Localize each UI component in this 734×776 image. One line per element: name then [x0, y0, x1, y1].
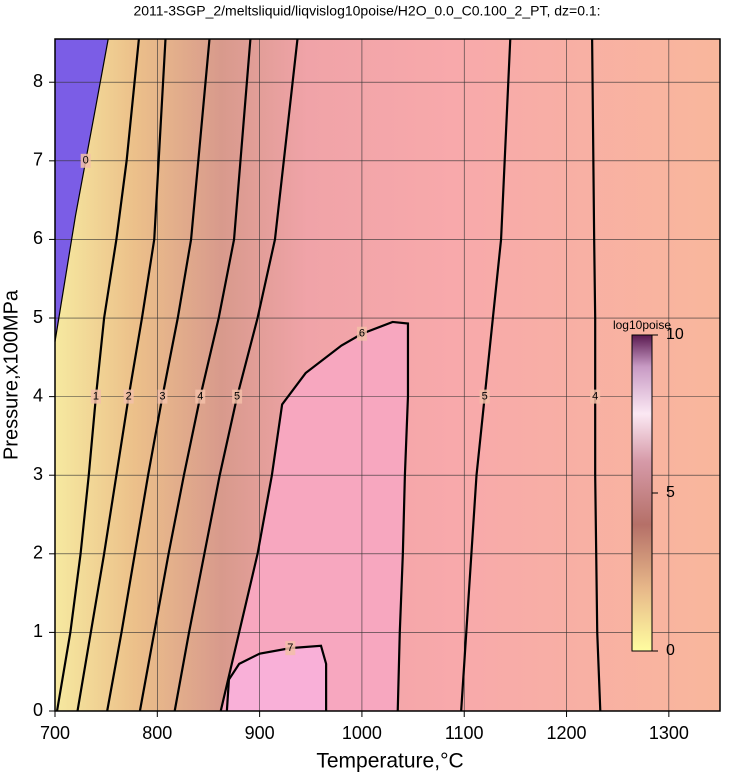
contour-label-bg — [232, 389, 243, 404]
contour-line — [106, 38, 211, 712]
contour-region — [55, 39, 109, 342]
contour-line — [76, 38, 167, 712]
plot-frame — [54, 38, 721, 712]
contour-label: 3 — [159, 391, 165, 403]
contour-line — [225, 644, 328, 712]
contour-label: 1 — [93, 391, 99, 403]
y-tick-label: 1 — [33, 621, 43, 641]
y-tick-label: 8 — [33, 71, 43, 91]
contour-label-bg — [123, 389, 134, 404]
x-tick-label: 800 — [142, 723, 172, 743]
contour-label-bg — [590, 389, 601, 404]
y-tick-label: 6 — [33, 228, 43, 248]
contour-label-bg — [195, 389, 206, 404]
contour-region — [226, 645, 327, 711]
contour-label-bg — [157, 389, 168, 404]
chart-title: 2011-3SGP_2/meltsliquid/liqvislog10poise… — [133, 3, 600, 19]
x-axis-label: Temperature,°C — [316, 750, 463, 773]
x-tick-label: 1100 — [445, 723, 484, 743]
contour-label-bg — [285, 641, 296, 656]
contour-label-bg — [479, 389, 490, 404]
x-tick-label: 900 — [245, 723, 275, 743]
colorbar-tick-label: 10 — [666, 326, 684, 343]
contour-label: 0 — [83, 155, 89, 167]
contour-line — [173, 38, 299, 712]
contour-label: 4 — [197, 391, 203, 403]
contour-label: 6 — [359, 328, 365, 340]
y-tick-label: 3 — [33, 464, 43, 484]
colorbar-tick-label: 0 — [666, 642, 675, 659]
x-tick-label: 1300 — [649, 723, 689, 743]
contour-line — [138, 38, 252, 712]
x-tick-label: 700 — [40, 723, 70, 743]
y-tick-label: 0 — [33, 700, 43, 720]
contour-region — [220, 321, 408, 711]
contour-label: 5 — [234, 391, 240, 403]
colorbar-tick-label: 5 — [666, 484, 675, 501]
y-tick-label: 5 — [33, 307, 43, 327]
x-tick-label: 1200 — [547, 723, 587, 743]
colorbar — [631, 334, 653, 652]
contour-label-bg — [356, 326, 367, 341]
y-tick-label: 7 — [33, 150, 43, 170]
contour-label: 5 — [482, 391, 488, 403]
colorbar-label: log10poise — [613, 318, 671, 332]
y-tick-label: 4 — [33, 385, 43, 405]
contour-label-bg — [80, 153, 91, 168]
contour-label: 7 — [287, 642, 293, 654]
y-tick-label: 2 — [33, 543, 43, 563]
contour-label: 2 — [126, 391, 132, 403]
contour-line — [591, 38, 602, 712]
contour-label-bg — [90, 389, 101, 404]
contour-line — [54, 38, 109, 342]
contour-line — [460, 38, 512, 712]
x-tick-label: 1000 — [342, 723, 382, 743]
contour-label: 4 — [592, 391, 598, 403]
y-axis-label: Pressure,x100MPa — [0, 289, 22, 460]
